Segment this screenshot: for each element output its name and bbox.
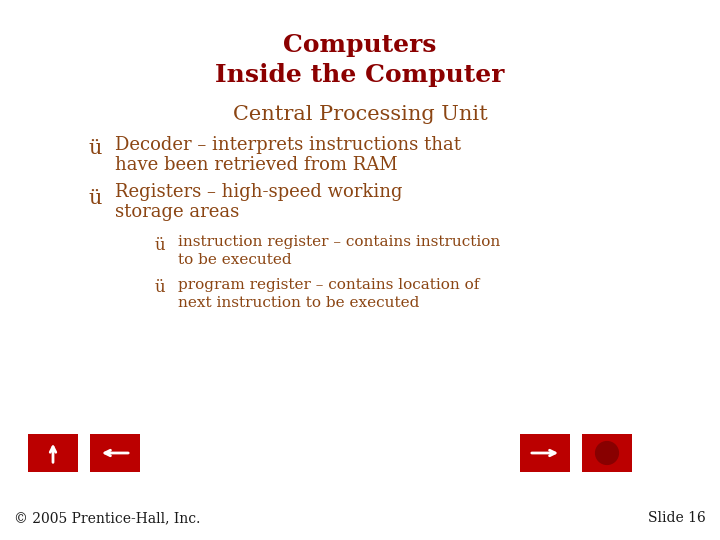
Text: ü: ü	[155, 280, 166, 296]
Text: ü: ü	[89, 138, 102, 158]
Text: Computers: Computers	[283, 33, 437, 57]
Text: instruction register – contains instruction: instruction register – contains instruct…	[178, 235, 500, 249]
Text: Central Processing Unit: Central Processing Unit	[233, 105, 487, 125]
Bar	[582, 434, 632, 472]
Text: program register – contains location of: program register – contains location of	[178, 278, 480, 292]
Bar	[520, 434, 570, 472]
Text: next instruction to be executed: next instruction to be executed	[178, 296, 419, 310]
Text: to be executed: to be executed	[178, 253, 292, 267]
Text: Slide 16: Slide 16	[648, 511, 706, 525]
Text: Registers – high-speed working: Registers – high-speed working	[115, 183, 402, 201]
Text: © 2005 Prentice-Hall, Inc.: © 2005 Prentice-Hall, Inc.	[14, 511, 200, 525]
Text: storage areas: storage areas	[115, 203, 239, 221]
Text: Inside the Computer: Inside the Computer	[215, 63, 505, 87]
Text: ü: ü	[155, 237, 166, 253]
Circle shape	[595, 442, 618, 464]
Bar	[28, 434, 78, 472]
Text: Decoder – interprets instructions that: Decoder – interprets instructions that	[115, 136, 461, 154]
Text: ü: ü	[89, 188, 102, 207]
Text: have been retrieved from RAM: have been retrieved from RAM	[115, 156, 397, 174]
Bar	[90, 434, 140, 472]
